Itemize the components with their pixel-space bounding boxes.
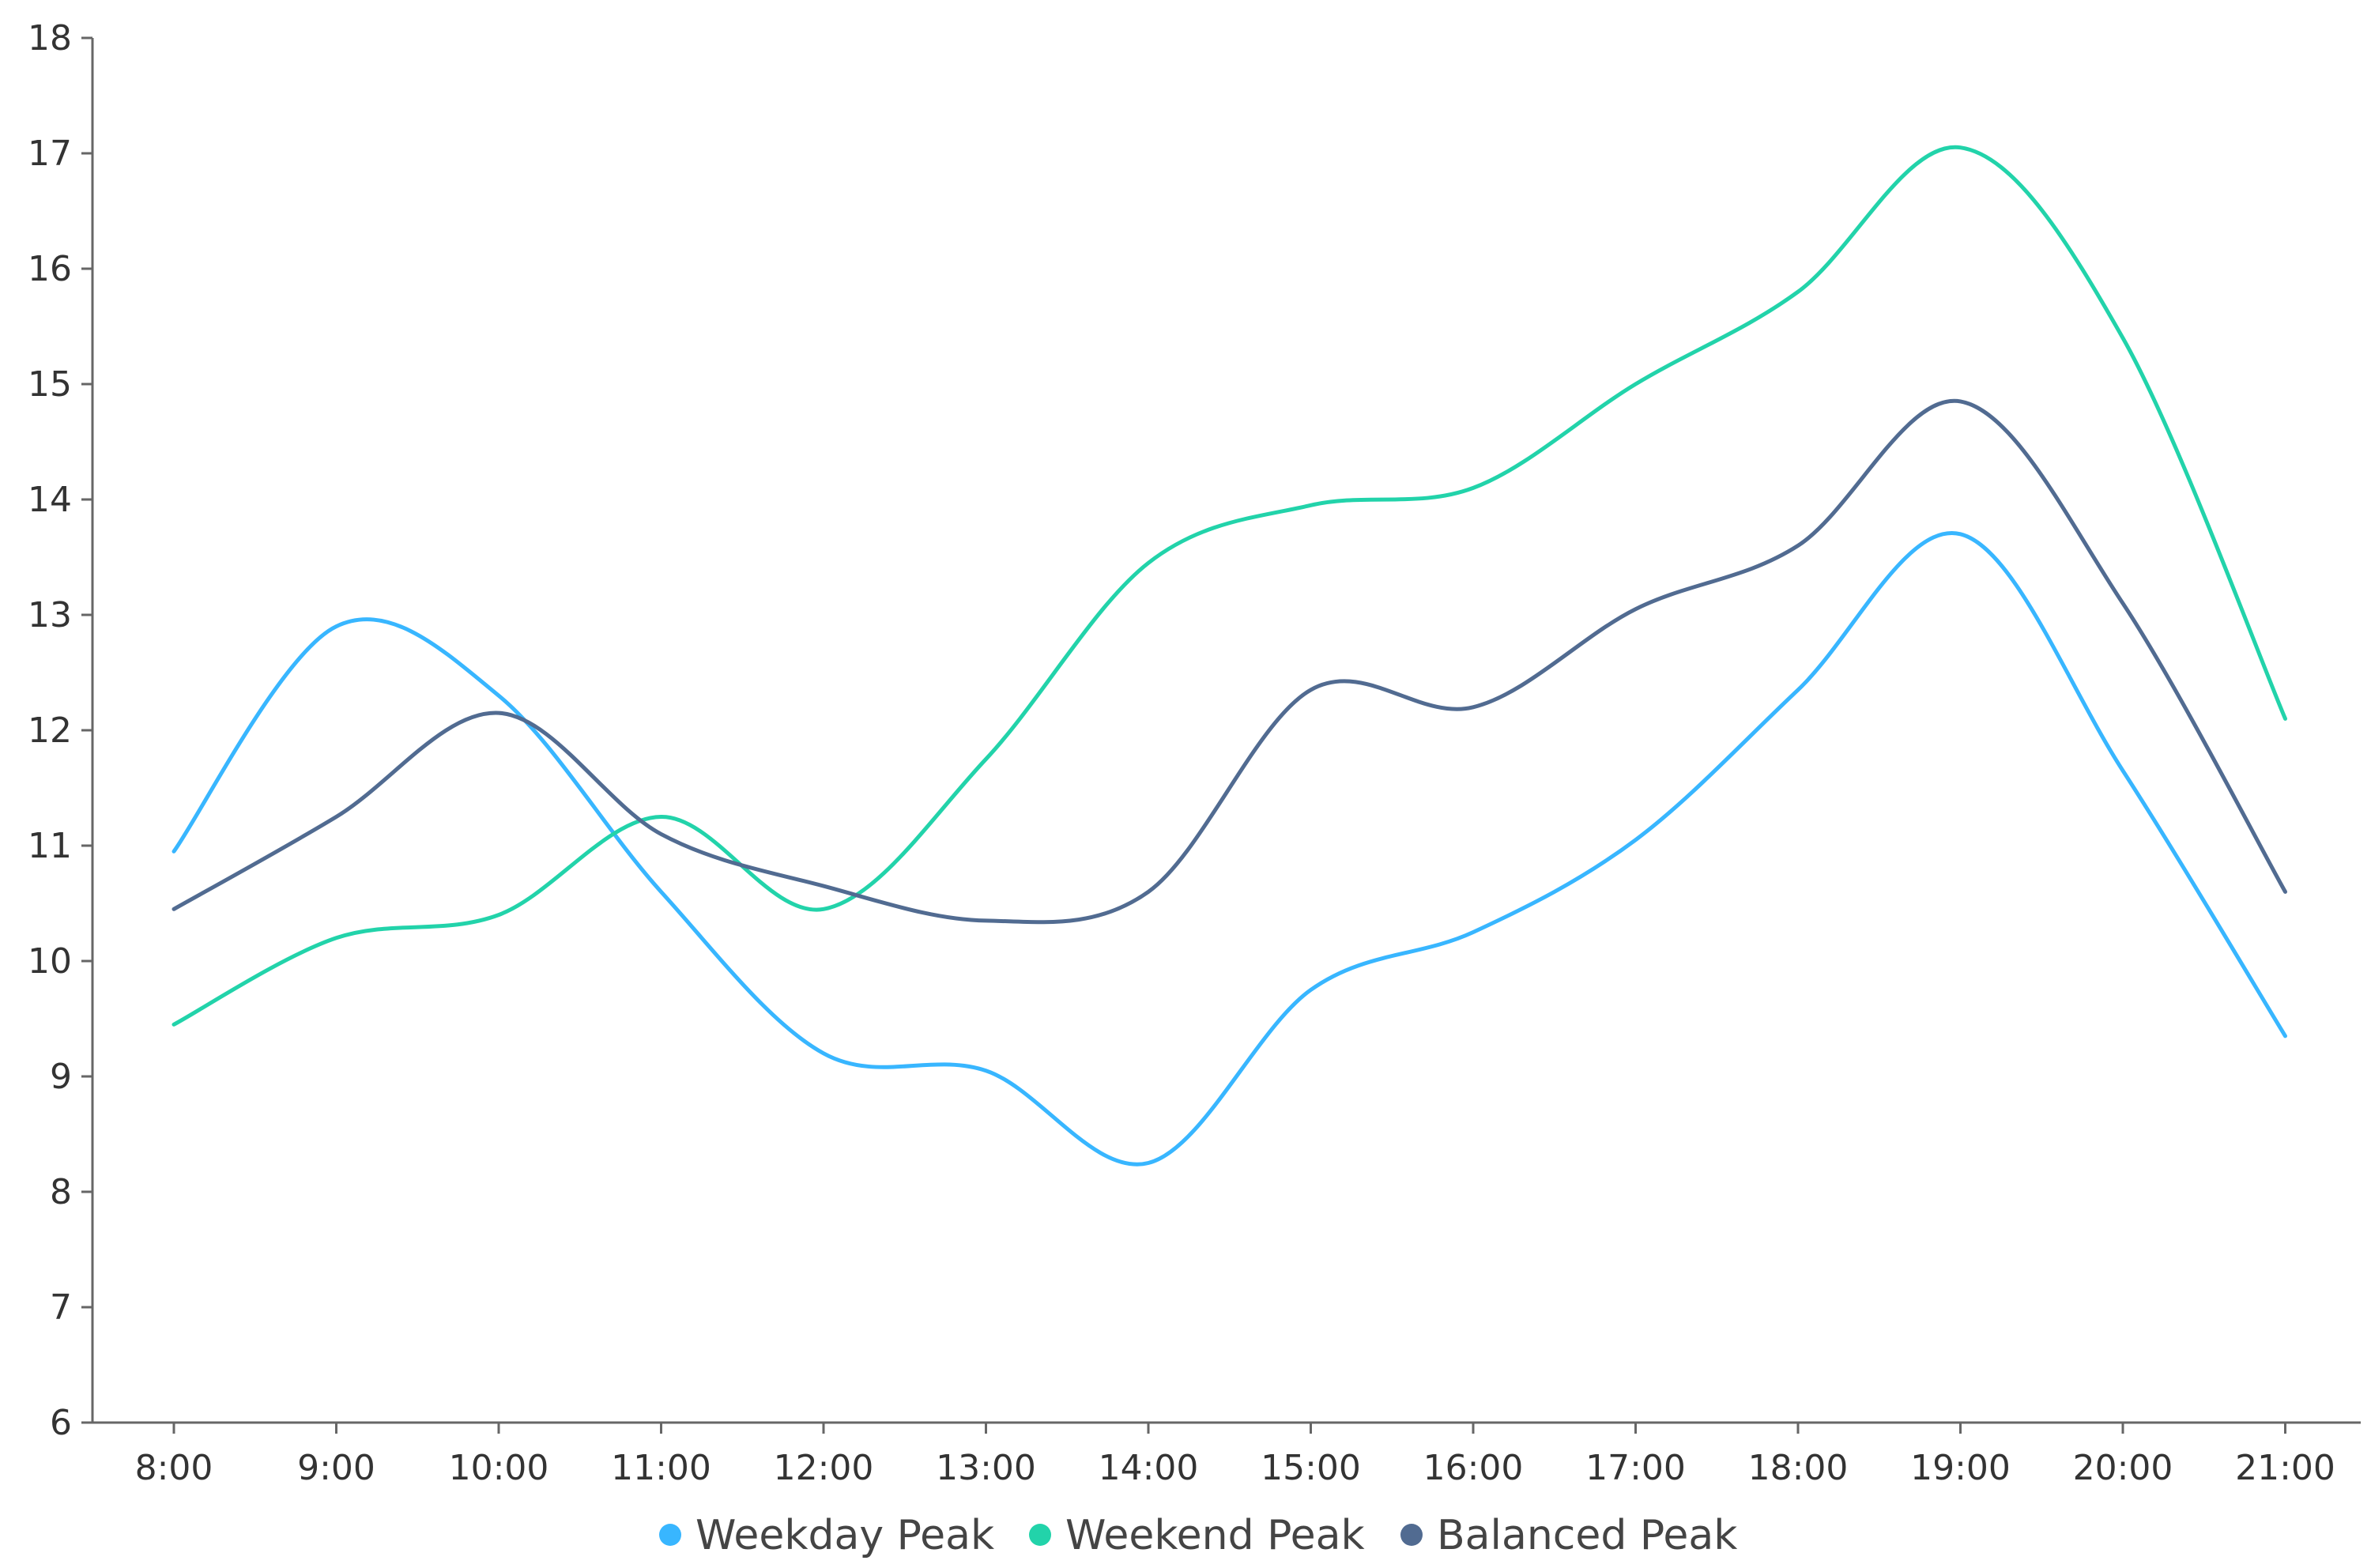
legend-marker-balanced-peak <box>1400 1524 1423 1546</box>
x-tick-label: 19:00 <box>1910 1448 2011 1488</box>
series-line-balanced-peak <box>172 398 2287 925</box>
y-tick-label: 15 <box>28 364 72 405</box>
x-tick-label: 18:00 <box>1748 1448 1849 1488</box>
legend-label-weekend-peak: Weekend Peak <box>1065 1512 1365 1559</box>
y-tick-label: 14 <box>28 480 72 520</box>
x-tick-label: 20:00 <box>2073 1448 2173 1488</box>
x-tick-label: 9:00 <box>297 1448 375 1488</box>
y-tick-label: 13 <box>28 595 72 635</box>
series-line-weekday-peak <box>172 530 2287 1167</box>
y-tick-label: 6 <box>50 1403 72 1443</box>
x-tick-label: 14:00 <box>1099 1448 1199 1488</box>
x-tick-label: 21:00 <box>2235 1448 2335 1488</box>
x-tick-label: 15:00 <box>1261 1448 1361 1488</box>
y-tick-label: 11 <box>28 826 72 866</box>
legend: Weekday Peak Weekend Peak Balanced Peak <box>659 1512 1737 1559</box>
x-tick-label: 8:00 <box>135 1448 213 1488</box>
y-tick-label: 7 <box>50 1287 72 1328</box>
y-tick-label: 18 <box>28 18 72 58</box>
x-tick-label: 13:00 <box>936 1448 1036 1488</box>
y-tick-label: 17 <box>28 134 72 174</box>
legend-marker-weekday-peak <box>659 1524 681 1546</box>
x-axis: 8:00 9:00 10:00 11:00 12:00 13:00 14:00 15:00 16… <box>92 1421 2361 1488</box>
series-line-weekend-peak <box>172 145 2287 1027</box>
x-tick-label: 17:00 <box>1585 1448 1686 1488</box>
x-tick-label: 10:00 <box>449 1448 549 1488</box>
legend-label-balanced-peak: Balanced Peak <box>1437 1512 1737 1559</box>
y-tick-label: 9 <box>50 1057 72 1097</box>
x-tick-label: 11:00 <box>611 1448 711 1488</box>
y-tick-label: 16 <box>28 249 72 289</box>
legend-marker-weekend-peak <box>1029 1524 1051 1546</box>
x-tick-label: 16:00 <box>1423 1448 1524 1488</box>
series-lines <box>172 145 2287 1167</box>
y-tick-label: 12 <box>28 710 72 751</box>
y-axis: 6 7 8 9 10 11 12 13 14 15 16 17 18 <box>28 18 94 1443</box>
legend-label-weekday-peak: Weekday Peak <box>695 1512 994 1559</box>
y-tick-label: 10 <box>28 941 72 982</box>
y-tick-label: 8 <box>50 1172 72 1212</box>
x-tick-label: 12:00 <box>774 1448 874 1488</box>
